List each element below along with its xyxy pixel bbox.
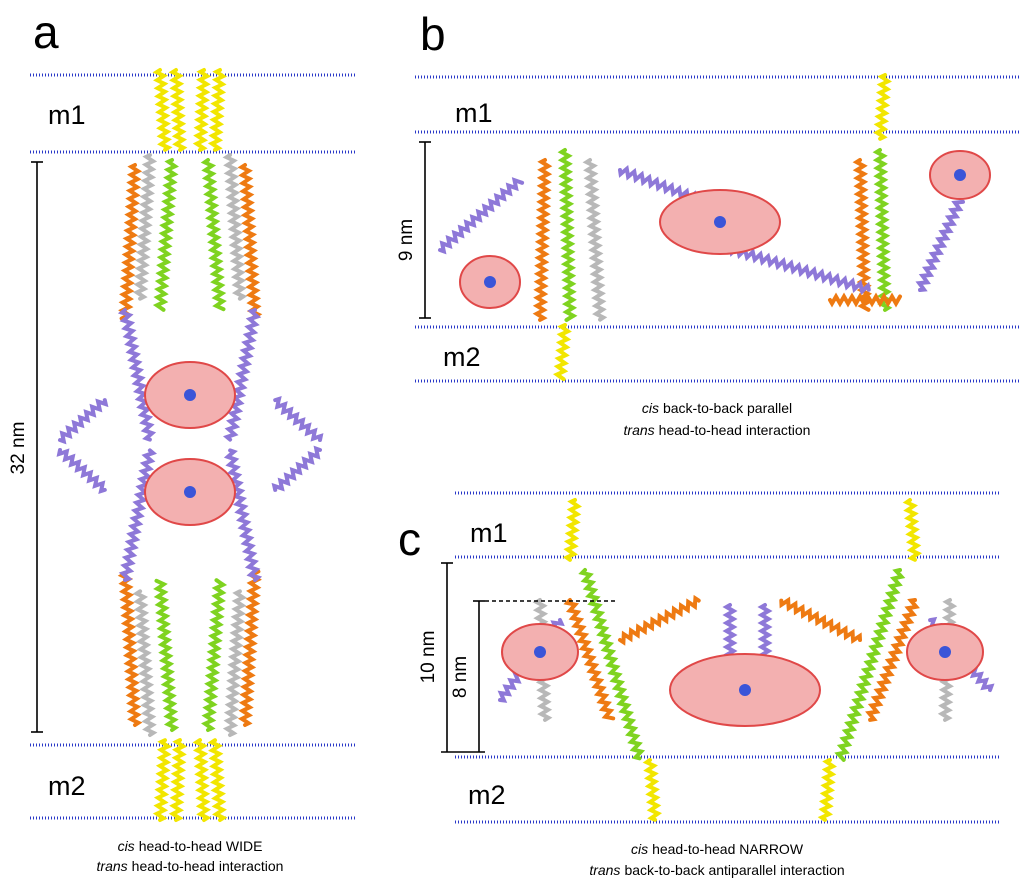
panel-label: c xyxy=(398,513,421,565)
helix xyxy=(618,594,701,646)
helix xyxy=(582,158,608,322)
ligand xyxy=(739,684,751,696)
caption-text: head-to-head interaction xyxy=(132,858,284,874)
helix xyxy=(168,68,188,152)
helix xyxy=(153,578,180,732)
helix xyxy=(201,578,228,732)
ligand xyxy=(534,646,546,658)
helix xyxy=(117,308,157,442)
ligand xyxy=(939,646,951,658)
helix xyxy=(779,596,862,644)
caption-text: back-to-back antiparallel interaction xyxy=(624,862,844,878)
helix xyxy=(557,148,578,322)
caption-line: cis back-to-back parallel xyxy=(642,400,792,416)
helix xyxy=(438,177,525,255)
ligand xyxy=(954,169,966,181)
helix xyxy=(58,398,109,445)
helix xyxy=(152,68,173,152)
membrane-label: m1 xyxy=(455,98,493,128)
helix xyxy=(562,498,583,562)
helix xyxy=(223,448,263,582)
helix xyxy=(207,68,228,152)
helix xyxy=(552,323,572,382)
panel-label: a xyxy=(33,6,59,58)
scale-label: 10 nm xyxy=(418,631,439,684)
caption-line: cis head-to-head NARROW xyxy=(631,841,804,857)
caption-italic: trans xyxy=(97,858,128,874)
helix xyxy=(222,589,248,737)
caption-italic: trans xyxy=(589,862,620,878)
helix xyxy=(132,153,158,301)
helix xyxy=(872,148,893,312)
helix xyxy=(902,498,923,562)
scale-label: 8 nm xyxy=(450,656,471,698)
helix xyxy=(207,738,228,822)
helix xyxy=(237,569,262,727)
caption-text: back-to-back parallel xyxy=(663,400,792,416)
helix xyxy=(117,569,143,727)
membrane-label: m2 xyxy=(468,780,506,810)
helix xyxy=(271,445,322,492)
helix xyxy=(237,163,263,321)
ligand xyxy=(484,276,496,288)
helix xyxy=(873,73,892,141)
helix xyxy=(834,568,906,762)
membrane-label: m1 xyxy=(48,100,86,130)
helix xyxy=(273,395,324,442)
helix xyxy=(200,158,227,312)
helix xyxy=(192,738,212,822)
membrane-label: m1 xyxy=(470,518,508,548)
ligand xyxy=(714,216,726,228)
helix xyxy=(642,758,663,822)
helix xyxy=(817,758,838,822)
helix xyxy=(852,158,873,312)
helix xyxy=(828,292,902,308)
helix xyxy=(563,598,616,721)
ligand xyxy=(184,389,196,401)
helix xyxy=(132,589,158,737)
panel-label: b xyxy=(420,8,446,60)
helix xyxy=(192,68,212,152)
membrane-label: m2 xyxy=(443,342,481,372)
caption-text: head-to-head NARROW xyxy=(652,841,804,857)
helix xyxy=(757,603,773,661)
caption-line: trans head-to-head interaction xyxy=(624,422,811,438)
helix xyxy=(915,199,965,292)
membrane-label: m2 xyxy=(48,771,86,801)
caption-italic: cis xyxy=(118,838,135,854)
caption-text: head-to-head WIDE xyxy=(139,838,263,854)
helix xyxy=(222,308,262,442)
helix xyxy=(865,598,920,722)
helix xyxy=(532,158,553,322)
caption-line: trans head-to-head interaction xyxy=(97,858,284,874)
helix xyxy=(618,165,701,206)
caption-italic: cis xyxy=(631,841,648,857)
scale-label: 9 nm xyxy=(396,219,417,261)
caption-line: trans back-to-back antiparallel interacti… xyxy=(589,862,844,878)
helix xyxy=(168,738,188,822)
caption-italic: trans xyxy=(624,422,655,438)
helix xyxy=(152,158,179,312)
caption-text: head-to-head interaction xyxy=(659,422,811,438)
caption-line: cis head-to-head WIDE xyxy=(118,838,263,854)
helix xyxy=(56,448,107,495)
helix xyxy=(722,603,738,661)
helix xyxy=(118,448,158,582)
helix xyxy=(152,738,173,822)
helix xyxy=(118,163,143,321)
models xyxy=(30,68,1020,824)
ligand xyxy=(184,486,196,498)
scale-label: 32 nm xyxy=(8,422,29,475)
caption-italic: cis xyxy=(642,400,659,416)
helix xyxy=(222,153,248,301)
